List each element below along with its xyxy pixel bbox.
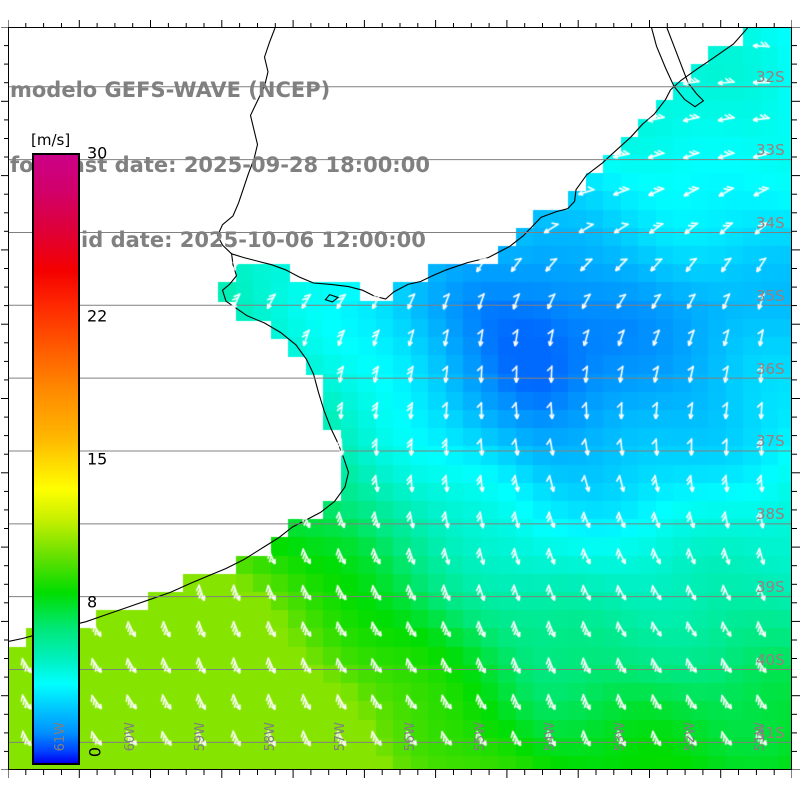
colorbar-tick-15: 15 <box>87 449 108 469</box>
colorbar-zero-label: 0 <box>85 747 104 758</box>
map-plot-area[interactable] <box>8 27 792 770</box>
colorbar-tick-30: 30 <box>87 143 108 163</box>
colorbar-units-label: [m/s] <box>31 131 71 149</box>
colorbar-tick-22: 22 <box>87 306 108 326</box>
colorbar-gradient <box>32 153 80 765</box>
colorbar-tick-8: 8 <box>87 592 98 612</box>
ruler-bottom <box>8 770 792 778</box>
wind-barb-overlay <box>9 28 791 769</box>
ruler-right <box>792 27 800 770</box>
